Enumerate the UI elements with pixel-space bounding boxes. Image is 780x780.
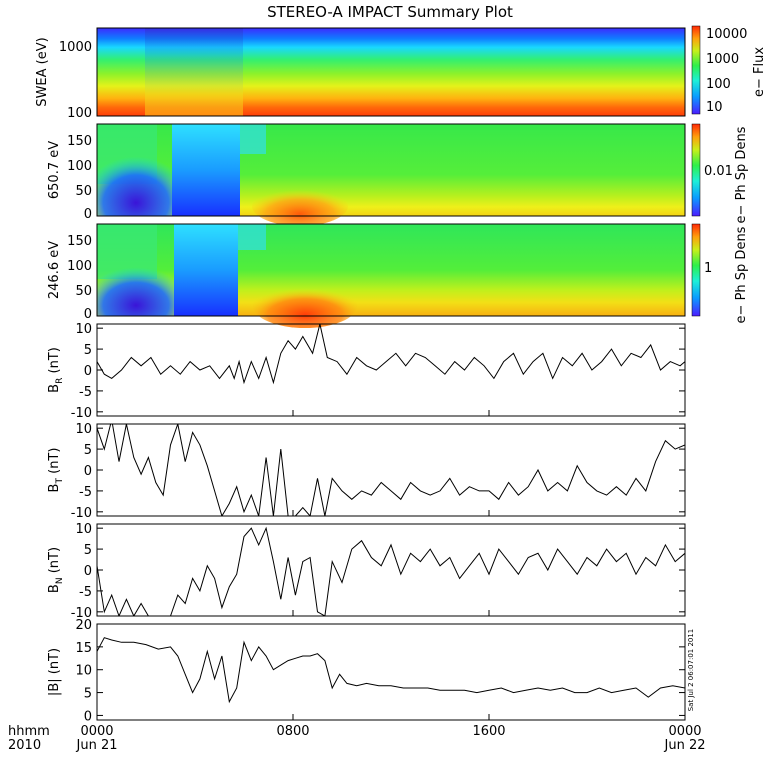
pad650-cbar-tick: 0.01 <box>704 164 733 179</box>
Bmag-trace <box>97 637 685 704</box>
pad650-ylabel: 650.7 eV <box>47 141 62 199</box>
BT-frame <box>96 423 686 517</box>
flux-cbar-tick-100: 100 <box>706 77 731 92</box>
time-axis: hhmm 2010 0000 Jun 21 0800 1600 0000 Jun… <box>8 724 706 753</box>
swea-dim-region <box>145 28 243 116</box>
timestamp: Sat Jul 2 06:07:01 2011 <box>687 629 695 712</box>
Bmag-ytick-label: 10 <box>75 664 92 679</box>
swea-ylabel: SWEA (eV) <box>35 37 50 106</box>
BT-ylabel: BT (nT) <box>47 448 65 493</box>
pad246-colorbar <box>691 223 701 317</box>
xaxis-tick-0000-end: 0000 <box>668 724 701 739</box>
flux-cbar-tick-1000: 1000 <box>706 52 739 67</box>
pad650-panel: 650.7 eV 150 100 50 0 0.01 e− Ph Sp Dens <box>47 123 749 226</box>
BR-panel: -10 -5 0 5 10 BR (nT) <box>47 322 686 421</box>
swea-frame <box>96 27 686 117</box>
pad246-cbar-tick: 1 <box>704 261 712 276</box>
BN-ytick-label: 5 <box>84 543 92 558</box>
swea-ytick-1000: 1000 <box>59 40 92 55</box>
pad650-hot-region <box>252 186 348 226</box>
swea-panel: SWEA (eV) 1000 100 10000 1000 100 10 e− … <box>35 25 767 121</box>
BT-panel: -10 -5 0 5 10 BT (nT) <box>47 422 686 521</box>
Bmag-ytick-label: 20 <box>75 618 92 633</box>
BR-trace <box>97 324 685 385</box>
xaxis-tick-1600: 1600 <box>472 724 505 739</box>
pad246-panel: 246.6 eV 150 100 50 0 1 e− Ph Sp Dens <box>47 223 749 328</box>
pad650-ytick-150: 150 <box>67 134 92 149</box>
BT-ytick-label: 0 <box>84 464 92 479</box>
xaxis-date-start: Jun 21 <box>76 738 118 753</box>
pad246-blue-region <box>97 262 175 316</box>
Bmag-ylabel: |B| (nT) <box>47 648 62 696</box>
BR-ytick-label: -5 <box>79 385 92 400</box>
pad650-ytick-100: 100 <box>67 159 92 174</box>
pad650-frame <box>96 123 686 217</box>
BR-ytick-label: -10 <box>71 406 92 421</box>
BN-ytick-label: -10 <box>71 606 92 621</box>
BT-ytick-label: -10 <box>71 506 92 521</box>
Bmag-ytick-label: 15 <box>75 641 92 656</box>
BN-ytick-label: 0 <box>84 564 92 579</box>
flux-cbar-tick-10000: 10000 <box>706 27 747 42</box>
pad246-ytick-100: 100 <box>67 259 92 274</box>
BN-ytick-label: -5 <box>79 585 92 600</box>
magnetic-field-panels: -10 -5 0 5 10 BR (nT) -10 -5 0 5 10 BT (nT) -10 -5 0 5 1… <box>47 322 686 724</box>
BT-ytick-label: 5 <box>84 443 92 458</box>
xaxis-tick-0000-start: 0000 <box>80 724 113 739</box>
Bmag-ytick-label: 5 <box>84 687 92 702</box>
pad246-ylabel: 246.6 eV <box>47 241 62 299</box>
BT-ytick-label: -5 <box>79 485 92 500</box>
BN-ytick-label: 10 <box>75 522 92 537</box>
flux-cbar-tick-10: 10 <box>706 100 723 115</box>
xaxis-row1-label: hhmm <box>8 724 50 739</box>
pad246-cold-region <box>174 224 238 316</box>
BT-trace <box>97 424 685 516</box>
xaxis-tick-0800: 0800 <box>276 724 309 739</box>
Bmag-panel: 0 5 10 15 20 |B| (nT) <box>47 618 686 724</box>
pad650-ytick-50: 50 <box>75 184 92 199</box>
pad246-ytick-0: 0 <box>84 307 92 322</box>
pad246-cbar-label: e− Ph Sp Dens <box>734 226 749 323</box>
BR-ytick-label: 0 <box>84 364 92 379</box>
pad650-cbar-label: e− Ph Sp Dens <box>734 126 749 223</box>
flux-cbar-label: e− Flux <box>752 47 767 97</box>
pad246-ytick-150: 150 <box>67 234 92 249</box>
BN-trace <box>97 526 685 616</box>
Bmag-ytick-label: 0 <box>84 709 92 724</box>
pad246-frame <box>96 223 686 317</box>
pad246-hot-region <box>253 284 357 328</box>
xaxis-row2-label: 2010 <box>8 738 41 753</box>
swea-ytick-100: 100 <box>67 106 92 121</box>
flux-colorbar <box>691 25 701 115</box>
pad650-blue-region <box>97 150 175 216</box>
BN-ylabel: BN (nT) <box>47 547 65 593</box>
BN-panel: -10 -5 0 5 10 BN (nT) <box>47 522 686 621</box>
Bmag-frame <box>96 623 686 721</box>
BR-ytick-label: 10 <box>75 322 92 337</box>
plot-title: STEREO-A IMPACT Summary Plot <box>267 3 513 21</box>
pad650-ytick-0: 0 <box>84 207 92 222</box>
pad246-ytick-50: 50 <box>75 284 92 299</box>
BR-ytick-label: 5 <box>84 343 92 358</box>
BR-ylabel: BR (nT) <box>47 347 65 393</box>
BR-frame <box>96 323 686 417</box>
pad650-colorbar <box>691 123 701 217</box>
xaxis-date-end: Jun 22 <box>664 738 706 753</box>
BT-ytick-label: 10 <box>75 422 92 437</box>
pad650-cold-region <box>172 124 240 216</box>
